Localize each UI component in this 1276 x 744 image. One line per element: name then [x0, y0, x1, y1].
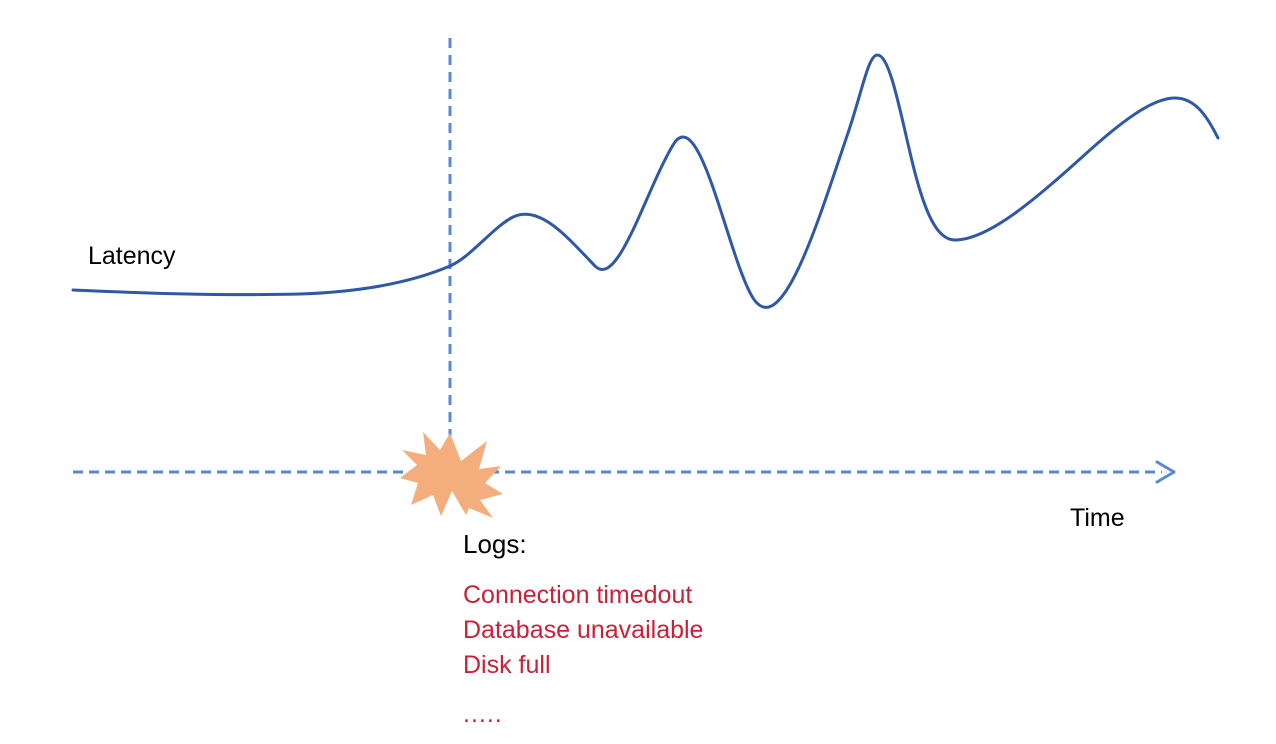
latency-curve	[71, 53, 1220, 309]
latency-axis-label: Latency	[88, 242, 176, 270]
logs-list: Connection timedout Database unavailable…	[463, 578, 703, 732]
starburst-explosion-icon	[400, 432, 503, 518]
log-entry: Database unavailable	[463, 616, 704, 644]
log-entry: Connection timedout	[463, 581, 693, 609]
log-entry: Disk full	[463, 651, 551, 679]
log-entries-truncation-indicator: .....	[463, 700, 503, 728]
time-axis-label: Time	[1070, 504, 1125, 532]
time-axis-arrow-icon	[1155, 460, 1176, 484]
logs-heading: Logs:	[463, 529, 527, 559]
